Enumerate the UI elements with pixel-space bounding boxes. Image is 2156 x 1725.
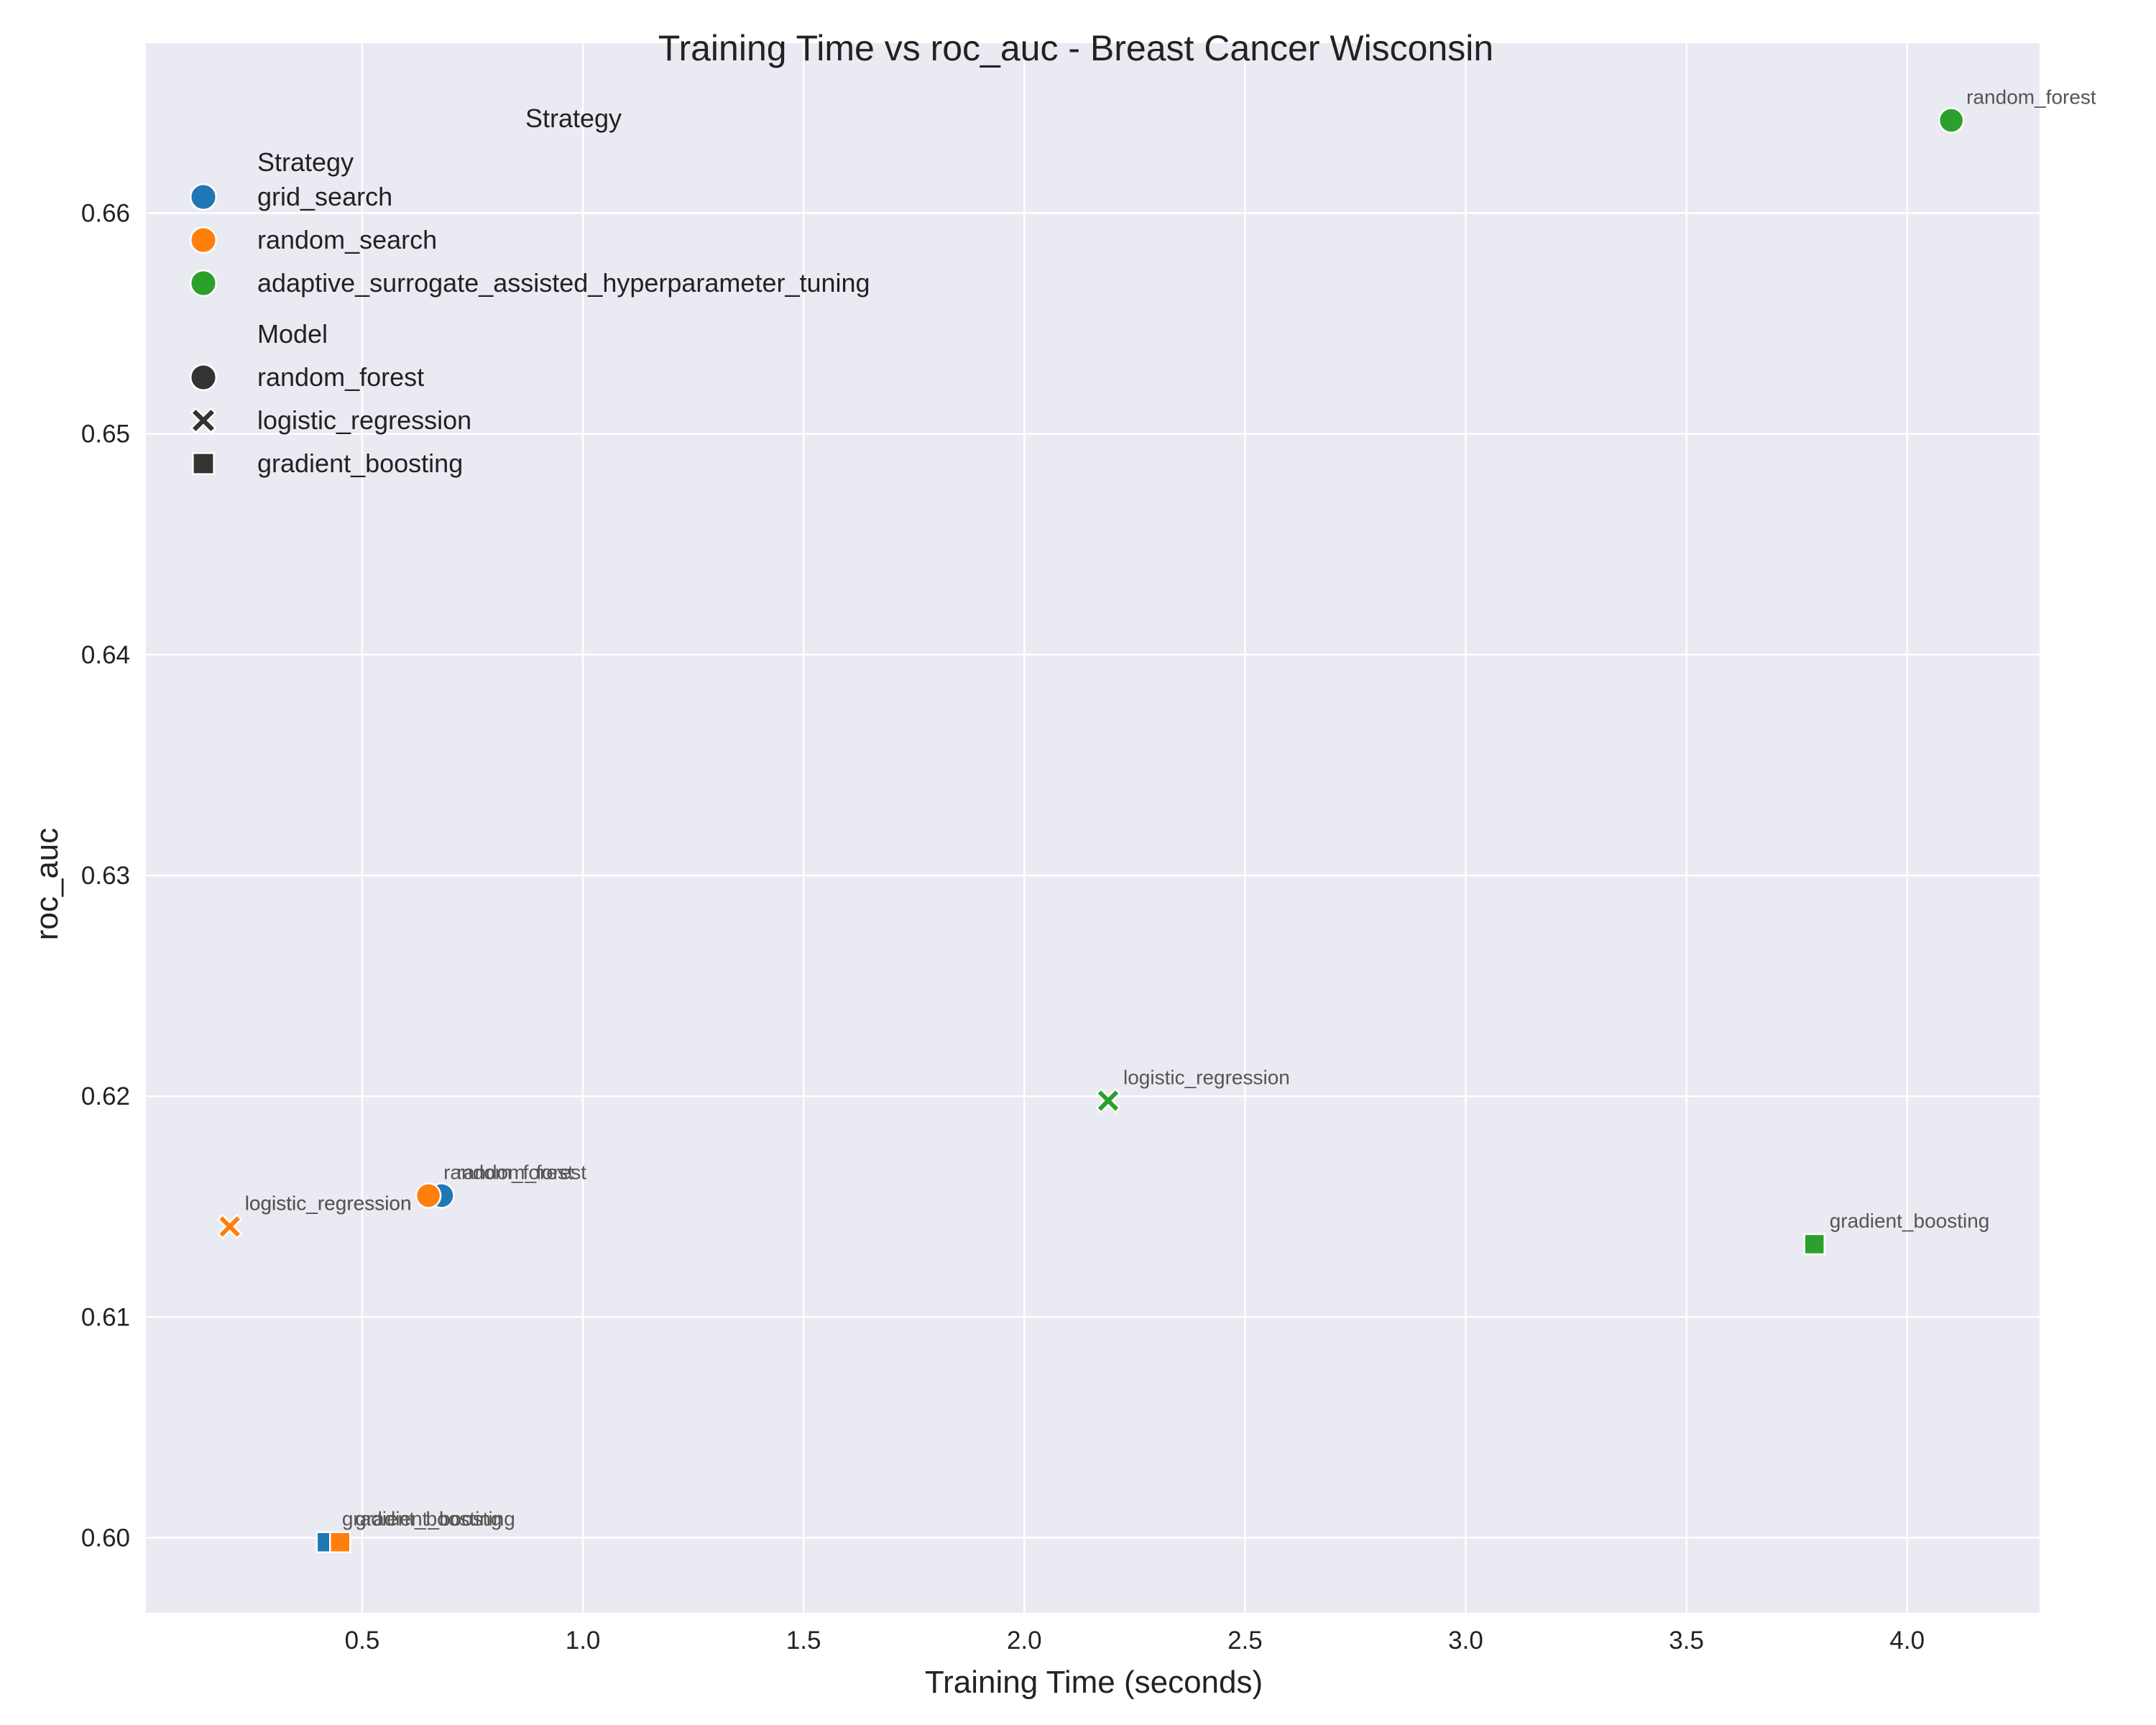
legend-marker-random-forest — [189, 363, 218, 392]
y-tick-label: 0.65 — [81, 420, 130, 448]
x-tick-label: 2.5 — [1227, 1627, 1263, 1655]
x-tick-label: 2.0 — [1007, 1627, 1042, 1655]
point-annotations: random_forest logistic_regression gradient… — [245, 86, 2096, 1530]
y-tick-label: 0.64 — [81, 641, 130, 669]
legend-entry-label: random_search — [257, 225, 437, 254]
grid-lines — [146, 43, 2040, 1613]
legend-model-header: Model — [257, 319, 328, 349]
axis-ticks: 0.5 1.0 1.5 2.0 2.5 3.0 3.5 4.0 0.60 0.61 0.62 0.63… — [81, 200, 1925, 1655]
point-label: gradient_boosting — [355, 1508, 515, 1530]
legend: Strategy Strategy Model grid_searchrando… — [189, 104, 870, 478]
y-tick-label: 0.60 — [81, 1524, 130, 1552]
point-label: logistic_regression — [245, 1192, 412, 1214]
legend-marker-gradient-boosting — [191, 451, 216, 476]
point-label: gradient_boosting — [342, 1508, 502, 1530]
legend-marker-random-search — [189, 226, 218, 254]
plot-area — [146, 43, 2040, 1613]
x-tick-label: 1.0 — [566, 1627, 601, 1655]
legend-marker-grid-search — [189, 183, 218, 211]
legend-entry-label: adaptive_surrogate_assisted_hyperparamet… — [257, 268, 870, 298]
x-axis-label: Training Time (seconds) — [925, 1665, 1263, 1700]
data-point-random-search-random-forest — [415, 1182, 442, 1209]
chart-title: Training Time vs roc_auc - Breast Cancer… — [658, 28, 1493, 68]
legend-entries: grid_search random_search adaptive_surroga… — [189, 182, 870, 478]
legend-marker-adaptive-surrogate-assisted-hyperparameter-tuning — [189, 269, 218, 298]
legend-title: Strategy — [525, 104, 622, 133]
y-tick-label: 0.66 — [81, 200, 130, 228]
data-point-adaptive-surrogate-assisted-hyperparameter-tuning-random-forest — [1938, 107, 1965, 134]
x-tick-label: 4.0 — [1889, 1627, 1925, 1655]
x-tick-label: 3.0 — [1448, 1627, 1483, 1655]
point-label: random_forest — [457, 1161, 587, 1183]
x-tick-label: 0.5 — [345, 1627, 380, 1655]
data-points — [216, 107, 1965, 1553]
legend-marker-logistic-regression — [190, 407, 217, 434]
y-tick-label: 0.63 — [81, 862, 130, 890]
data-point-random-search-gradient-boosting — [329, 1531, 351, 1553]
x-tick-label: 3.5 — [1669, 1627, 1704, 1655]
x-tick-label: 1.5 — [786, 1627, 821, 1655]
data-point-random-search-logistic-regression — [216, 1213, 243, 1240]
data-point-adaptive-surrogate-assisted-hyperparameter-tuning-gradient-boosting — [1803, 1233, 1825, 1256]
point-label: gradient_boosting — [1830, 1210, 1990, 1232]
legend-entry-label: random_forest — [257, 362, 424, 392]
y-tick-label: 0.61 — [81, 1303, 130, 1331]
legend-entry-label: logistic_regression — [257, 405, 471, 435]
legend-strategy-header: Strategy — [257, 147, 354, 177]
legend-entry-label: grid_search — [257, 182, 392, 211]
point-label: logistic_regression — [1123, 1066, 1290, 1088]
data-point-adaptive-surrogate-assisted-hyperparameter-tuning-logistic-regression — [1095, 1087, 1121, 1114]
legend-entry-label: gradient_boosting — [257, 448, 463, 478]
y-tick-label: 0.62 — [81, 1082, 130, 1110]
point-label: random_forest — [443, 1161, 573, 1183]
point-label: random_forest — [1966, 86, 2096, 109]
y-axis-label: roc_auc — [29, 828, 65, 941]
point-label: logistic_regression — [245, 1192, 412, 1214]
